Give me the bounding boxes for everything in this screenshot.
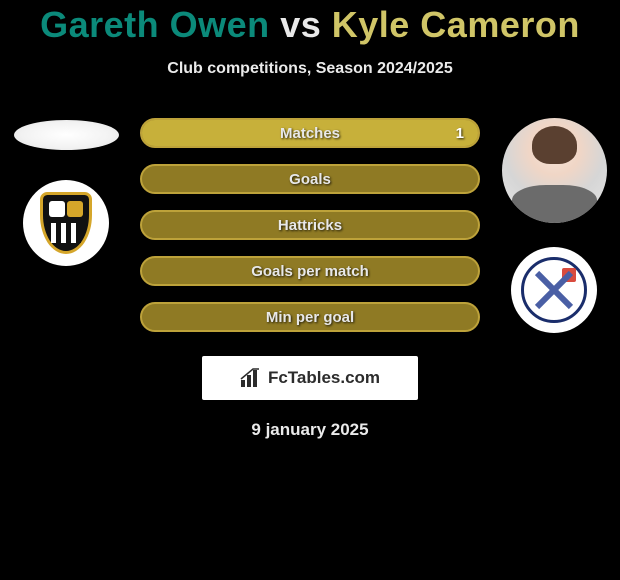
port-vale-shield-icon [40,192,92,254]
stat-bar: Goals [140,164,480,194]
watermark-text: FcTables.com [268,368,380,388]
bar-chart-icon [240,368,262,388]
page-title: Gareth Owen vs Kyle Cameron [0,0,620,46]
player2-photo [502,118,607,223]
stats-bars: Matches 1 Goals Hattricks Goals per match Min… [140,118,480,332]
player1-photo [14,120,119,150]
content-area: Matches 1 Goals Hattricks Goals per match Min… [0,118,620,440]
stat-bar: Matches 1 [140,118,480,148]
right-column [494,118,614,333]
stat-label: Min per goal [266,309,354,326]
stat-value-right: 1 [456,125,464,142]
barrow-badge-icon [521,257,587,323]
stat-label: Goals [289,171,331,188]
vs-text: vs [280,4,321,45]
player2-club-badge [511,247,597,333]
left-column [6,118,126,266]
date-text: 9 january 2025 [0,420,620,440]
stat-label: Matches [280,125,340,142]
player1-name: Gareth Owen [40,4,270,45]
stat-label: Goals per match [251,263,369,280]
player2-name: Kyle Cameron [332,4,580,45]
stat-bar: Goals per match [140,256,480,286]
stat-bar: Hattricks [140,210,480,240]
stat-label: Hattricks [278,217,342,234]
watermark: FcTables.com [202,356,418,400]
player1-club-badge [23,180,109,266]
subtitle: Club competitions, Season 2024/2025 [0,60,620,78]
stat-bar: Min per goal [140,302,480,332]
